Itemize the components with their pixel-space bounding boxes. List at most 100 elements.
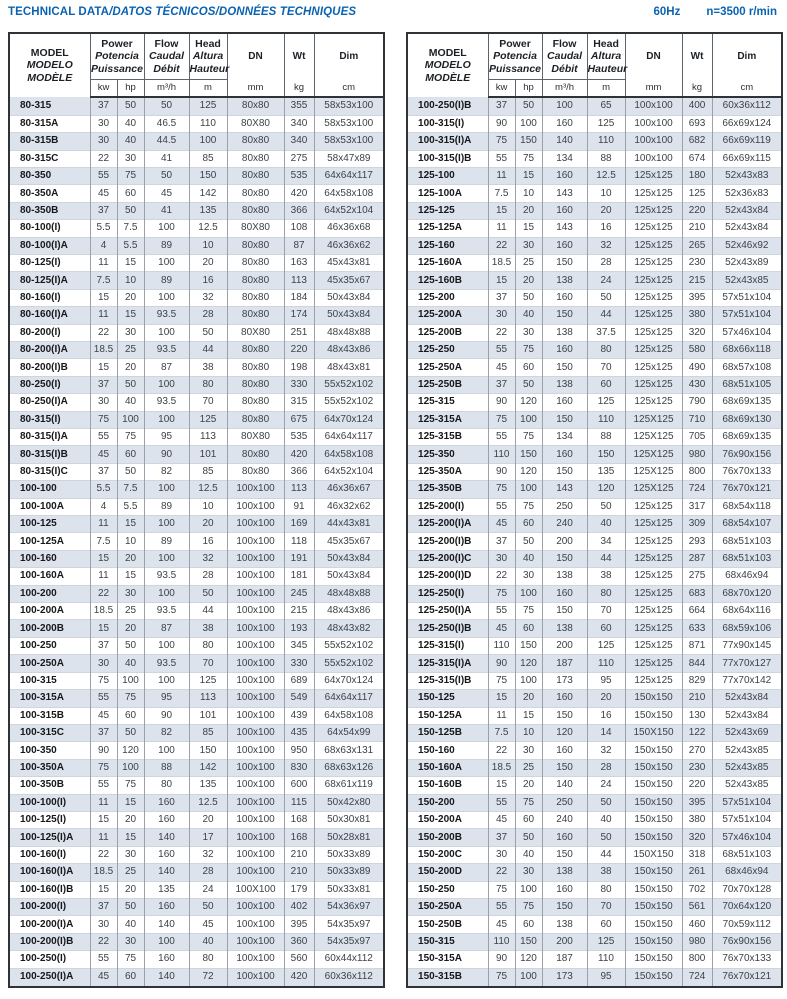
value-cell: 11 bbox=[89, 306, 117, 325]
value-cell: 50 bbox=[514, 532, 543, 551]
value-cell: 10 bbox=[514, 184, 543, 203]
table-row: 80-315A 30 40 46.5 110 80X80 340 58x53x100 bbox=[9, 114, 385, 133]
value-cell: 40 bbox=[514, 549, 543, 568]
value-cell: 85 bbox=[188, 149, 228, 168]
value-cell: 38 bbox=[188, 619, 228, 638]
table-row: 150-315A 90 120 187 110 150x150 800 76x70x133 bbox=[407, 950, 783, 969]
value-cell: 138 bbox=[541, 375, 588, 394]
value-cell: 100x100 bbox=[226, 915, 285, 934]
model-cell: 125-100 bbox=[407, 166, 489, 185]
value-cell: 30 bbox=[514, 567, 543, 586]
table-row: 150-200B 37 50 160 50 150x150 320 57x46x104 bbox=[407, 828, 783, 847]
value-cell: 100 bbox=[143, 549, 190, 568]
value-cell: 125x125 bbox=[624, 219, 683, 238]
table-header-left: MODEL MODELO MODÈLE Power Potencia Puiss… bbox=[9, 33, 385, 98]
value-cell: 80x80 bbox=[226, 340, 285, 359]
value-cell: 535 bbox=[283, 428, 315, 446]
value-cell: 150 bbox=[541, 410, 588, 429]
table-row: 125-125A 11 15 143 16 125x125 210 52x43x84 bbox=[407, 219, 783, 238]
table-row: 80-315B 30 40 44.5 100 80x80 340 58x53x100 bbox=[9, 132, 385, 151]
value-cell: 220 bbox=[681, 201, 713, 220]
table-row: 125-250(I)B 45 60 138 60 125x125 633 68x59x106 bbox=[407, 619, 783, 638]
value-cell: 100x100 bbox=[226, 689, 285, 708]
value-cell: 55 bbox=[487, 793, 516, 812]
value-cell: 64x58x108 bbox=[313, 706, 385, 725]
value-cell: 45 bbox=[89, 184, 117, 203]
value-cell: 50 bbox=[116, 375, 145, 394]
value-cell: 150x150 bbox=[624, 758, 683, 777]
table-row: 150-160B 15 20 140 24 150x150 220 52x43x85 bbox=[407, 776, 783, 795]
value-cell: 395 bbox=[283, 915, 315, 934]
value-cell: 210 bbox=[681, 219, 713, 238]
value-cell: 50 bbox=[188, 323, 228, 342]
value-cell: 7.5 bbox=[89, 271, 117, 290]
table-row: 80-200(I) 22 30 100 50 80X80 251 48x48x88 bbox=[9, 323, 385, 342]
value-cell: 150 bbox=[586, 445, 626, 464]
value-cell: 160 bbox=[541, 236, 588, 255]
value-cell: 28 bbox=[586, 253, 626, 272]
value-cell: 76x90x156 bbox=[711, 932, 783, 951]
value-cell: 12.5 bbox=[188, 793, 228, 812]
value-cell: 64x70x124 bbox=[313, 410, 385, 429]
value-cell: 82 bbox=[143, 462, 190, 481]
value-cell: 270 bbox=[681, 741, 713, 760]
value-cell: 25 bbox=[514, 253, 543, 272]
model-cell: 125-315(I)B bbox=[407, 671, 489, 690]
value-cell: 30 bbox=[514, 236, 543, 255]
model-cell: 150-250A bbox=[407, 897, 489, 916]
col-header-dim: Dim bbox=[313, 33, 385, 79]
value-cell: 168 bbox=[283, 810, 315, 829]
value-cell: 168 bbox=[283, 828, 315, 847]
value-cell: 100x100 bbox=[226, 932, 285, 951]
model-cell: 80-160(I) bbox=[9, 288, 90, 307]
title-english: TECHNICAL DATA bbox=[8, 6, 110, 18]
value-cell: 89 bbox=[143, 497, 190, 516]
value-cell: 15 bbox=[89, 549, 117, 568]
value-cell: 110 bbox=[487, 636, 516, 655]
speed-label: n=3500 r/min bbox=[706, 6, 777, 18]
value-cell: 5.5 bbox=[116, 236, 145, 255]
value-cell: 41 bbox=[143, 201, 190, 220]
value-cell: 64x54x99 bbox=[313, 723, 385, 742]
table-row: 125-315 90 120 160 125 125x125 790 68x69x135 bbox=[407, 393, 783, 412]
value-cell: 80x80 bbox=[226, 358, 285, 377]
value-cell: 125x125 bbox=[624, 271, 683, 290]
value-cell: 100 bbox=[514, 410, 543, 429]
value-cell: 52x46x92 bbox=[711, 236, 783, 255]
value-cell: 76x90x156 bbox=[711, 445, 783, 464]
value-cell: 52x43x84 bbox=[711, 706, 783, 725]
value-cell: 60 bbox=[514, 915, 543, 934]
model-cell: 150-160B bbox=[407, 776, 489, 795]
value-cell: 44 bbox=[586, 306, 626, 325]
value-cell: 64x64x117 bbox=[313, 689, 385, 708]
table-row: 100-315A 55 75 95 113 100x100 549 64x64x117 bbox=[9, 689, 385, 708]
value-cell: 68x70x120 bbox=[711, 584, 783, 603]
value-cell: 55 bbox=[89, 689, 117, 708]
value-cell: 60 bbox=[116, 184, 145, 203]
value-cell: 37 bbox=[487, 828, 516, 847]
model-cell: 100-250(I) bbox=[9, 950, 90, 969]
value-cell: 75 bbox=[514, 497, 543, 516]
value-cell: 118 bbox=[283, 532, 315, 551]
value-cell: 125x125 bbox=[624, 393, 683, 412]
value-cell: 345 bbox=[283, 636, 315, 655]
value-cell: 140 bbox=[541, 132, 588, 151]
value-cell: 340 bbox=[283, 132, 315, 151]
value-cell: 45x43x81 bbox=[313, 253, 385, 272]
value-cell: 68x51x103 bbox=[711, 549, 783, 568]
frequency-label: 60Hz bbox=[653, 6, 681, 18]
table-row: 150-160 22 30 160 32 150x150 270 52x43x85 bbox=[407, 741, 783, 760]
value-cell: 100x100 bbox=[226, 480, 285, 499]
table-row: 100-315(I)A 75 150 140 110 100x100 682 66x69x11… bbox=[407, 132, 783, 151]
value-cell: 150x150 bbox=[624, 880, 683, 899]
value-cell: 89 bbox=[143, 532, 190, 551]
value-cell: 120 bbox=[514, 950, 543, 969]
table-row: 80-350A 45 60 45 142 80x80 420 64x58x108 bbox=[9, 184, 385, 203]
model-cell: 80-315A bbox=[9, 114, 90, 133]
value-cell: 55x52x102 bbox=[313, 393, 385, 412]
value-cell: 24 bbox=[586, 776, 626, 795]
value-cell: 80x80 bbox=[226, 236, 285, 255]
model-cell: 100-315B bbox=[9, 706, 90, 725]
value-cell: 87 bbox=[283, 236, 315, 255]
value-cell: 198 bbox=[283, 358, 315, 377]
